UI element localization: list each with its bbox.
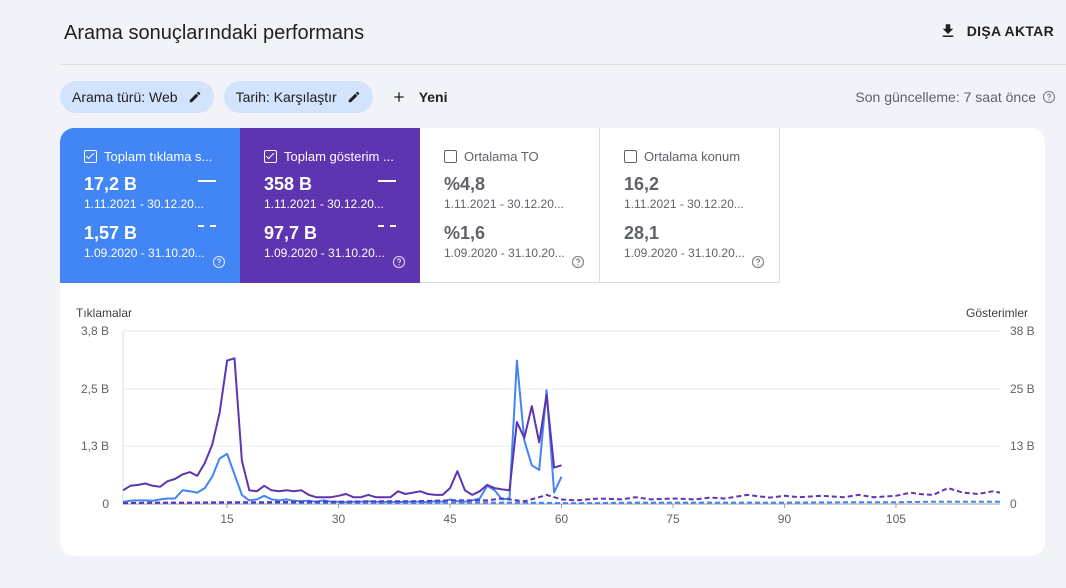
metric-label: Ortalama TO — [464, 149, 539, 164]
edit-icon — [189, 91, 200, 103]
metric-average-ctr[interactable]: Ortalama TO %4,8 1.11.2021 - 30.12.20...… — [420, 128, 600, 283]
y-tick-label-right: 38 B — [1010, 324, 1035, 338]
metric-date-current: 1.11.2021 - 30.12.20... — [84, 197, 204, 211]
checkbox-checked-icon[interactable] — [264, 150, 277, 163]
series-line-2 — [123, 500, 1000, 505]
help-icon[interactable] — [571, 255, 585, 269]
new-filter-label: Yeni — [418, 89, 448, 105]
metric-total-clicks[interactable]: Toplam tıklama s... 17,2 B 1.11.2021 - 3… — [60, 128, 240, 283]
series-line-0 — [122, 359, 563, 504]
help-icon[interactable] — [751, 255, 765, 269]
last-update-text: Son güncelleme: 7 saat önce — [855, 89, 1036, 105]
x-tick-label: 75 — [666, 512, 680, 526]
y-tick-label-left: 3,8 B — [81, 324, 109, 338]
y-tick-label-left: 1,3 B — [81, 439, 109, 453]
help-icon[interactable] — [1042, 90, 1056, 104]
date-chip[interactable]: Tarih: Karşılaştır — [223, 81, 373, 113]
metric-date-previous: 1.09.2020 - 31.10.20... — [624, 246, 745, 260]
new-filter-button[interactable]: Yeni — [391, 89, 448, 105]
y-tick-label-right: 25 B — [1010, 382, 1035, 396]
metric-value-previous: 28,1 — [624, 223, 660, 243]
last-update-status: Son güncelleme: 7 saat önce — [855, 89, 1056, 105]
help-icon[interactable] — [392, 255, 406, 269]
performance-chart[interactable]: 0 0 1,3 B 13 B 2,5 B 25 B 3,8 B 38 B 15 30 45 60 75 9… — [60, 318, 1045, 538]
checkbox-checked-icon[interactable] — [84, 150, 97, 163]
x-tick-label: 60 — [555, 512, 569, 526]
metric-value-current: 17,2 B — [84, 174, 138, 194]
page-title: Arama sonuçlarındaki performans — [64, 22, 365, 44]
y-axis-left-title: Tıklamalar — [76, 306, 133, 320]
x-tick-label: 30 — [332, 512, 346, 526]
metric-average-position[interactable]: Ortalama konum 16,2 1.11.2021 - 30.12.20… — [600, 128, 780, 283]
metric-label: Ortalama konum — [644, 149, 741, 164]
metric-value-current: %4,8 — [444, 174, 486, 194]
metric-date-current: 1.11.2021 - 30.12.20... — [264, 197, 384, 211]
metric-date-previous: 1.09.2020 - 31.10.20... — [84, 246, 205, 260]
metric-value-previous: 97,7 B — [264, 223, 318, 243]
metric-value-previous: 1,57 B — [84, 223, 138, 243]
x-tick-label: 105 — [886, 512, 906, 526]
checkbox-unchecked-icon[interactable] — [624, 150, 637, 163]
help-icon[interactable] — [212, 255, 226, 269]
checkbox-unchecked-icon[interactable] — [444, 150, 457, 163]
x-tick-label: 15 — [220, 512, 234, 526]
metric-total-impressions[interactable]: Toplam gösterim ... 358 B 1.11.2021 - 30… — [240, 128, 420, 283]
dashed-line-legend-icon — [198, 225, 216, 227]
metric-date-current: 1.11.2021 - 30.12.20... — [624, 197, 744, 211]
plus-icon — [394, 92, 404, 102]
solid-line-legend-icon — [378, 180, 396, 182]
metric-label: Toplam tıklama s... — [104, 149, 213, 164]
series-line-1 — [122, 357, 562, 499]
series-line-3 — [122, 487, 1001, 505]
page-header: Arama sonuçlarındaki performans DIŞA AKT… — [60, 0, 1066, 65]
metric-value-current: 358 B — [264, 174, 313, 194]
solid-line-legend-icon — [198, 180, 216, 182]
y-axis-right-title: Gösterimler — [966, 306, 1029, 320]
metric-date-previous: 1.09.2020 - 31.10.20... — [444, 246, 565, 260]
search-type-label: Arama türü: Web — [72, 89, 178, 105]
download-icon — [942, 24, 953, 37]
metric-value-current: 16,2 — [624, 174, 660, 194]
search-type-chip[interactable]: Arama türü: Web — [60, 81, 214, 113]
metric-label: Toplam gösterim ... — [284, 149, 394, 164]
export-label: DIŞA AKTAR — [966, 23, 1054, 39]
edit-icon — [348, 91, 359, 103]
y-tick-label-right: 0 — [1010, 497, 1017, 511]
y-tick-label-right: 13 B — [1010, 439, 1035, 453]
metric-date-previous: 1.09.2020 - 31.10.20... — [264, 246, 385, 260]
y-tick-label-left: 2,5 B — [81, 382, 109, 396]
metric-date-current: 1.11.2021 - 30.12.20... — [444, 197, 564, 211]
x-tick-label: 90 — [778, 512, 792, 526]
filter-bar: Arama türü: Web Tarih: Karşılaştır Yeni — [60, 81, 448, 113]
date-label: Tarih: Karşılaştır — [235, 89, 337, 105]
metric-value-previous: %1,6 — [444, 223, 486, 243]
x-tick-label: 45 — [443, 512, 457, 526]
performance-card: Toplam tıklama s... 17,2 B 1.11.2021 - 3… — [60, 128, 1045, 556]
export-button[interactable]: DIŞA AKTAR — [939, 22, 1054, 40]
dashed-line-legend-icon — [378, 225, 396, 227]
y-tick-label-left: 0 — [102, 497, 109, 511]
